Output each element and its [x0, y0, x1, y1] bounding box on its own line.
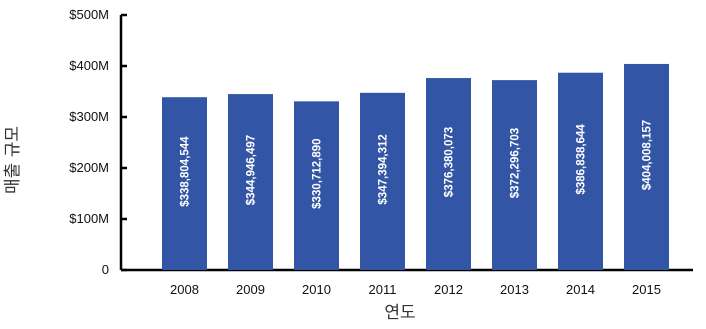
bar: [360, 92, 405, 270]
bar-data-label: $330,712,890: [312, 138, 324, 208]
bar-data-label: $347,394,312: [378, 134, 390, 204]
y-tick-label: 0: [102, 262, 109, 277]
bar: [624, 63, 669, 270]
bar: [426, 78, 471, 270]
bar-data-label: $404,008,157: [642, 120, 654, 190]
x-tick-label: 2012: [434, 282, 463, 297]
y-tick-label: $100M: [69, 211, 109, 226]
x-tick-label: 2014: [566, 282, 595, 297]
bar: [558, 72, 603, 271]
x-axis-title: 연도: [384, 303, 415, 323]
y-ticks: 0 $100M $200M $300M $400M $500M: [69, 7, 127, 277]
bar-data-label: $338,804,544: [180, 136, 192, 207]
x-tick-label: 2009: [236, 282, 265, 297]
y-tick-label: $200M: [69, 160, 109, 175]
y-tick-label: $500M: [69, 7, 109, 22]
bars: $338,804,544 $344,946,497 $330,712,890 $347…: [162, 63, 669, 271]
x-tick-label: 2008: [170, 282, 199, 297]
bar: [492, 80, 537, 270]
x-ticks: 2008 2009 2010 2011 2012 2013 2014 2015: [170, 282, 661, 297]
y-tick-label: $400M: [69, 58, 109, 73]
bar: [228, 94, 273, 270]
bar: [162, 97, 207, 270]
y-axis-title: 매출 규모: [3, 126, 23, 194]
bar-data-label: $386,838,644: [576, 124, 588, 195]
y-tick-label: $300M: [69, 109, 109, 124]
bar-data-label: $372,296,703: [510, 128, 522, 198]
bar: [294, 101, 339, 270]
x-tick-label: 2010: [302, 282, 331, 297]
x-tick-label: 2013: [500, 282, 529, 297]
bar-data-label: $344,946,497: [246, 135, 258, 205]
x-tick-label: 2015: [632, 282, 661, 297]
x-tick-label: 2011: [369, 282, 397, 297]
bar-data-label: $376,380,073: [444, 127, 456, 197]
